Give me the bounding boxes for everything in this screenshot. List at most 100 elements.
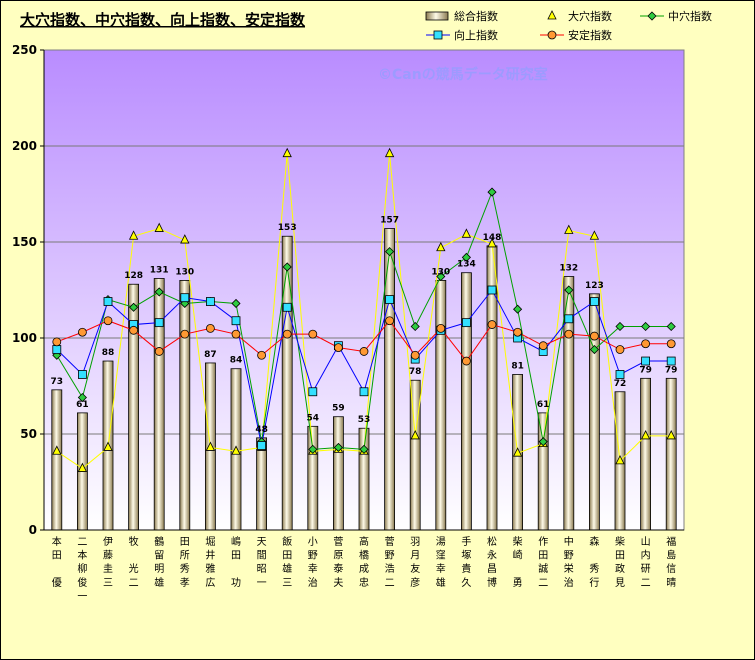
- point-diamond: [129, 302, 139, 312]
- point-square: [487, 285, 497, 295]
- point-square: [666, 356, 676, 366]
- x-tick-char: 雄: [282, 562, 292, 575]
- x-tick-char: 成: [359, 563, 369, 575]
- point-diamond: [308, 444, 318, 454]
- x-tick-char: 一: [257, 578, 267, 589]
- legend-label: 安定指数: [568, 28, 612, 42]
- x-tick-char: 森: [589, 535, 599, 548]
- x-tick-char: 幸: [308, 563, 318, 575]
- x-tick-char: 原: [333, 550, 343, 562]
- point-triangle: [52, 445, 62, 455]
- point-diamond: [461, 252, 471, 262]
- y-tick-label: 0: [29, 523, 37, 537]
- point-square: [257, 441, 267, 450]
- y-tick-label: 250: [12, 43, 37, 57]
- x-tick-char: 嶋: [231, 535, 241, 548]
- point-triangle: [461, 228, 472, 238]
- bar-value-label: 130: [175, 267, 194, 277]
- bar-value-label: 72: [614, 379, 627, 389]
- x-tick-char: 所: [180, 550, 190, 562]
- point-diamond: [77, 392, 87, 403]
- point-diamond: [436, 271, 446, 282]
- bar-value-label: 87: [204, 350, 217, 360]
- x-tick-char: 孝: [180, 577, 190, 589]
- y-tick-label: 200: [12, 139, 37, 153]
- point-square: [282, 302, 292, 312]
- x-tick-char: 広: [205, 576, 215, 589]
- point-circle: [538, 341, 548, 351]
- point-diamond: [538, 437, 548, 447]
- x-tick-label: 牧光二: [129, 535, 139, 589]
- x-tick-char: 二: [129, 578, 139, 589]
- x-tick-char: 雄: [154, 576, 164, 589]
- bar-value-label: 88: [102, 348, 115, 358]
- x-tick-char: 田: [615, 551, 625, 562]
- point-circle: [564, 329, 574, 339]
- x-tick-char: 明: [154, 563, 164, 575]
- x-tick-char: 堀: [205, 536, 215, 548]
- point-diamond: [410, 321, 420, 332]
- x-tick-char: 見: [615, 577, 625, 589]
- point-triangle: [77, 462, 88, 472]
- point-diamond: [564, 285, 574, 295]
- x-tick-char: 天: [257, 537, 267, 548]
- x-tick-char: 雄: [436, 576, 446, 589]
- bar-value-label: 78: [409, 367, 422, 377]
- x-tick-char: 藤: [103, 550, 113, 562]
- y-axis: 0 50 100 150 200 250: [12, 43, 684, 537]
- bar: [384, 228, 396, 531]
- x-tick-char: 二: [641, 578, 651, 589]
- point-circle: [154, 347, 164, 356]
- x-tick-char: 政: [615, 562, 625, 575]
- x-tick-char: 治: [564, 576, 574, 589]
- point-circle: [308, 329, 318, 339]
- point-triangle: [512, 447, 523, 457]
- x-tick-char: 二: [77, 537, 87, 548]
- point-diamond: [333, 442, 343, 453]
- x-tick-char: 牧: [129, 535, 139, 548]
- x-tick-char: 友: [410, 562, 420, 575]
- x-tick-char: 忠: [359, 577, 369, 589]
- point-square: [590, 297, 599, 306]
- bar: [358, 427, 370, 531]
- point-circle: [385, 316, 395, 326]
- x-tick-char: 菅: [333, 536, 343, 548]
- point-square: [205, 297, 215, 306]
- x-tick-char: 窪: [436, 549, 446, 562]
- x-tick-char: 昌: [487, 563, 497, 575]
- point-diamond: [641, 321, 651, 332]
- x-axis: 本田優二本柳俊一伊藤圭三牧光二鶴留明雄田所秀孝堀井雅広嶋田功天間昭一飯田雄三小野…: [52, 535, 676, 602]
- point-circle: [52, 337, 62, 347]
- x-tick-char: 本: [77, 549, 87, 562]
- point-square: [615, 370, 625, 379]
- x-tick-char: 二: [538, 578, 548, 589]
- point-triangle: [384, 147, 395, 158]
- bar: [435, 279, 447, 531]
- x-tick-char: 羽: [410, 536, 420, 548]
- x-tick-char: 信: [666, 563, 676, 575]
- bar: [51, 389, 63, 531]
- point-circle: [487, 320, 497, 329]
- x-tick-char: 柴: [615, 535, 625, 548]
- x-tick-char: 間: [257, 550, 267, 562]
- bar: [640, 377, 651, 531]
- point-square: [385, 295, 395, 305]
- point-triangle: [487, 238, 497, 248]
- point-diamond: [359, 444, 369, 454]
- legend-item: 大穴指数: [547, 9, 612, 23]
- legend-label: 総合指数: [454, 9, 498, 23]
- x-tick-char: 栄: [564, 563, 574, 575]
- bar-value-label: 53: [358, 415, 371, 425]
- point-triangle: [282, 147, 292, 158]
- x-tick-char: 三: [103, 578, 113, 589]
- x-tick-char: 柴: [513, 535, 523, 548]
- point-triangle: [436, 241, 446, 252]
